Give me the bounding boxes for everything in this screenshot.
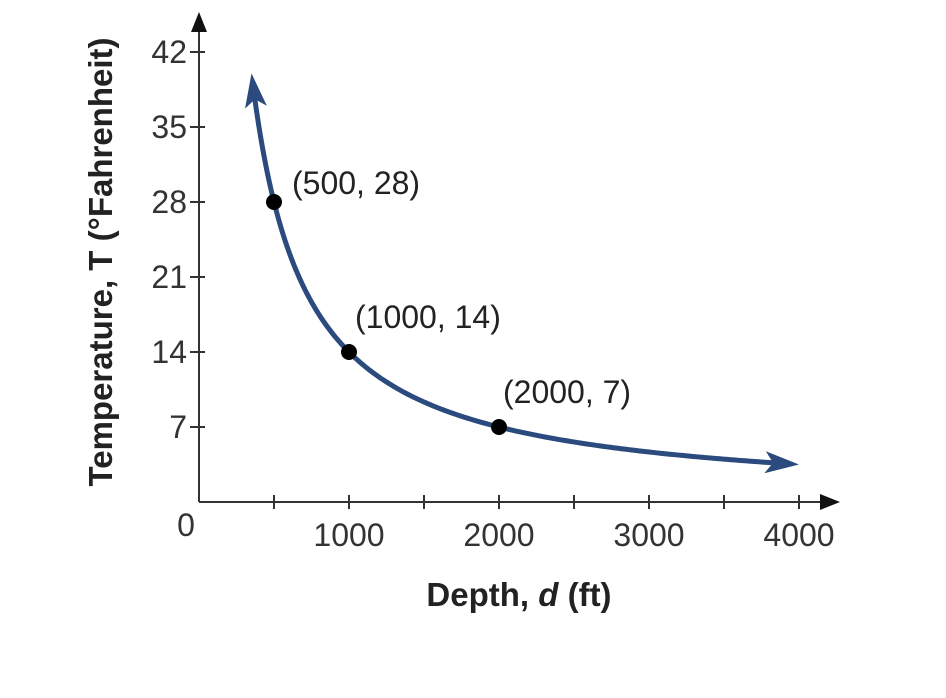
- data-point-2000: [491, 419, 507, 435]
- series-line-0: [251, 90, 782, 466]
- x-tick-label-1000: 1000: [313, 517, 384, 553]
- data-point-1000: [341, 344, 357, 360]
- x-axis-arrow: [820, 494, 840, 510]
- x-axis-title-variable: d: [538, 576, 559, 613]
- y-axis-title: Temperature, T (°Fahrenheit): [82, 38, 119, 487]
- data-points: (500, 28) (1000, 14) (2000, 7): [266, 165, 631, 435]
- x-tick-label-4000: 4000: [763, 517, 834, 553]
- point-label-500: (500, 28): [292, 165, 420, 201]
- x-tick-label-2000: 2000: [463, 517, 534, 553]
- y-tick-label-7: 7: [169, 409, 187, 445]
- origin-label: 0: [177, 507, 195, 543]
- x-axis-title-suffix: (ft): [558, 576, 611, 613]
- y-tick-label-28: 28: [151, 184, 187, 220]
- y-tick-label-35: 35: [151, 109, 187, 145]
- ticks: 1000 2000 3000 4000 7 14 21 28 35 42: [151, 34, 834, 553]
- y-tick-label-21: 21: [151, 259, 187, 295]
- y-tick-label-14: 14: [151, 334, 187, 370]
- x-axis-title: Depth, d (ft): [426, 576, 611, 613]
- data-point-500: [266, 194, 282, 210]
- curve-end-arrow: [764, 451, 799, 474]
- x-axis-title-prefix: Depth,: [426, 576, 538, 613]
- y-axis-arrow: [191, 12, 207, 32]
- x-tick-label-3000: 3000: [613, 517, 684, 553]
- point-label-2000: (2000, 7): [503, 374, 631, 410]
- y-tick-label-42: 42: [151, 34, 187, 70]
- point-label-1000: (1000, 14): [355, 299, 501, 335]
- curve: [245, 73, 799, 474]
- axes: [191, 12, 840, 510]
- curve-start-arrow: [245, 73, 267, 109]
